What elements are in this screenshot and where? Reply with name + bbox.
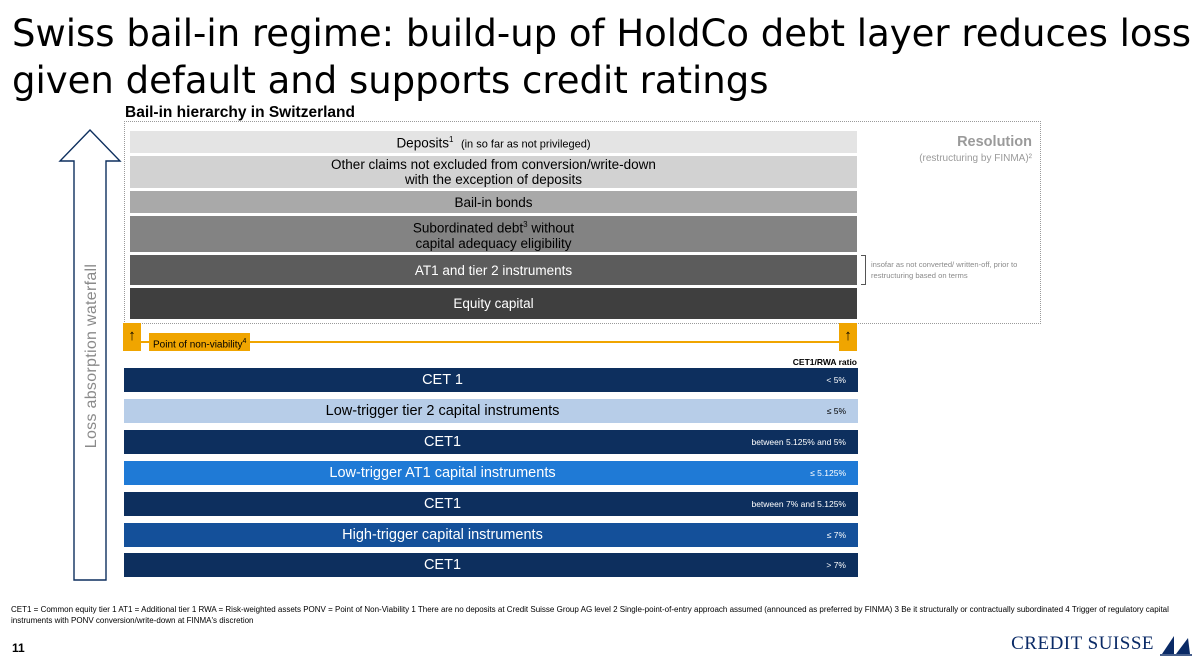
bracket xyxy=(861,255,866,285)
page-title: Swiss bail-in regime: build-up of HoldCo… xyxy=(12,12,1192,102)
trigger-ratio: ≤ 7% xyxy=(826,530,846,540)
band-at1-tier2-label: AT1 and tier 2 instruments xyxy=(414,262,573,278)
pnv-line xyxy=(141,341,839,343)
trigger-bar: High-trigger capital instruments ≤ 7% xyxy=(124,523,858,547)
pnv-label-text: Point of non-viability xyxy=(153,339,243,351)
loss-absorption-arrow-icon xyxy=(58,128,122,581)
band-deposits: Deposits1 (in so far as not privileged) xyxy=(130,131,857,153)
trigger-label: CET1 xyxy=(423,434,462,450)
trigger-label: CET1 xyxy=(423,496,462,512)
footnote-ref: 3 xyxy=(523,220,528,230)
trigger-ratio: ≤ 5.125% xyxy=(810,468,846,478)
credit-suisse-sails-logo-icon xyxy=(1160,636,1192,656)
pnv-label: Point of non-viability4 xyxy=(149,333,251,351)
trigger-bar: CET1 between 7% and 5.125% xyxy=(124,492,858,516)
resolution-title: Resolution xyxy=(957,134,1032,150)
trigger-ratio: > 7% xyxy=(826,560,846,570)
trigger-bar: Low-trigger tier 2 capital instruments ≤… xyxy=(124,399,858,423)
band-subordinated-debt-line1: Subordinated debt xyxy=(412,220,524,236)
trigger-label: Low-trigger AT1 capital instruments xyxy=(329,465,556,481)
trigger-ratio: between 7% and 5.125% xyxy=(751,499,846,509)
band-deposits-label: Deposits xyxy=(396,135,449,151)
band-equity-capital-label: Equity capital xyxy=(453,296,534,311)
trigger-ratio: between 5.125% and 5% xyxy=(751,437,846,447)
cet1-rwa-header: CET1/RWA ratio xyxy=(792,357,857,367)
trigger-label: CET 1 xyxy=(422,372,463,388)
band-subordinated-debt-line1-end: without xyxy=(527,220,575,236)
band-at1-tier2: AT1 and tier 2 instruments xyxy=(130,255,857,285)
trigger-label: High-trigger capital instruments xyxy=(342,527,543,543)
pnv-arrow-left-icon: ↑ xyxy=(123,323,141,351)
footnote-ref: 4 xyxy=(242,338,247,345)
trigger-label: Low-trigger tier 2 capital instruments xyxy=(325,403,560,419)
resolution-subtitle: (restructuring by FINMA)² xyxy=(919,153,1032,164)
resolution-box xyxy=(124,121,1041,324)
band-other-claims: Other claims not excluded from conversio… xyxy=(130,156,857,188)
band-other-claims-line2: with the exception of deposits xyxy=(404,172,583,187)
trigger-label: CET1 xyxy=(423,557,462,573)
diagram-subtitle: Bail-in hierarchy in Switzerland xyxy=(125,104,355,121)
trigger-bar: CET 1 < 5% xyxy=(124,368,858,392)
trigger-ratio: ≤ 5% xyxy=(826,406,846,416)
band-bail-in-bonds-label: Bail-in bonds xyxy=(454,194,533,210)
footnote: CET1 = Common equity tier 1 AT1 = Additi… xyxy=(11,605,1169,625)
band-subordinated-debt: Subordinated debt3 without capital adequ… xyxy=(130,216,857,252)
trigger-ratio: < 5% xyxy=(826,375,846,385)
bracket-note: insofar as not converted/ written-off, p… xyxy=(871,260,1018,280)
pnv-arrow-right-icon: ↑ xyxy=(839,323,857,351)
band-other-claims-line1: Other claims not excluded from conversio… xyxy=(331,157,656,172)
band-deposits-note: (in so far as not privileged) xyxy=(460,138,591,151)
waterfall-label: Loss absorption waterfall xyxy=(83,263,100,449)
footnote-ref: 1 xyxy=(448,134,454,144)
brand-name: CREDIT SUISSE xyxy=(1011,633,1154,654)
band-subordinated-debt-line2: capital adequacy eligibility xyxy=(415,235,572,251)
band-bail-in-bonds: Bail-in bonds xyxy=(130,191,857,213)
band-equity-capital: Equity capital xyxy=(130,288,857,319)
trigger-bar: Low-trigger AT1 capital instruments ≤ 5.… xyxy=(124,461,858,485)
page-number: 11 xyxy=(12,641,25,655)
trigger-bar: CET1 > 7% xyxy=(124,553,858,577)
trigger-bar: CET1 between 5.125% and 5% xyxy=(124,430,858,454)
